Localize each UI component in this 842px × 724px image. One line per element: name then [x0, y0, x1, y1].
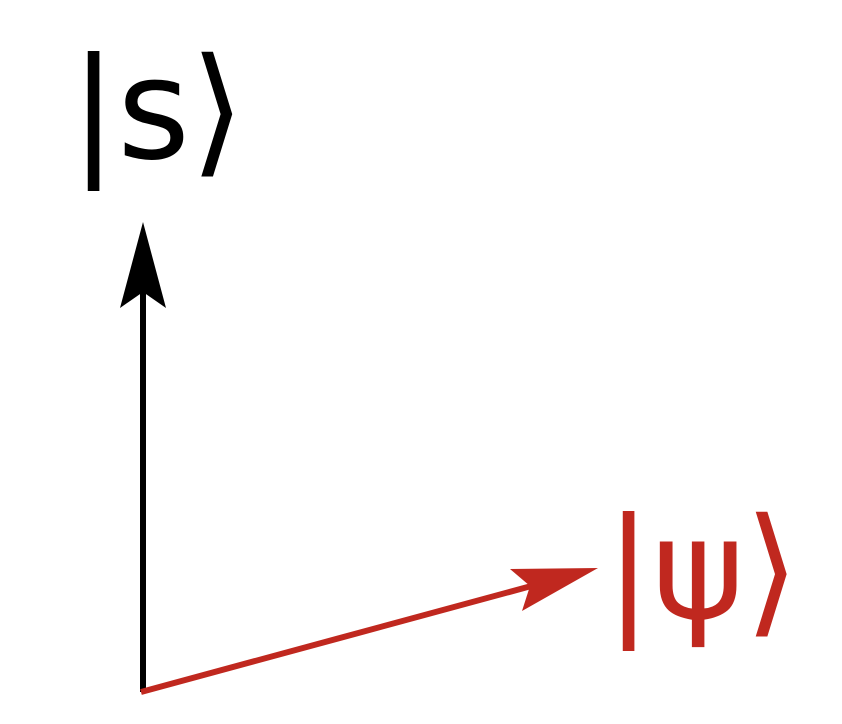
- label-psi: |ψ⟩: [605, 489, 799, 652]
- arrowhead-psi: [510, 568, 598, 611]
- vector-psi: [140, 582, 536, 695]
- arrowhead-s: [120, 222, 166, 308]
- label-s: |s⟩: [70, 29, 245, 192]
